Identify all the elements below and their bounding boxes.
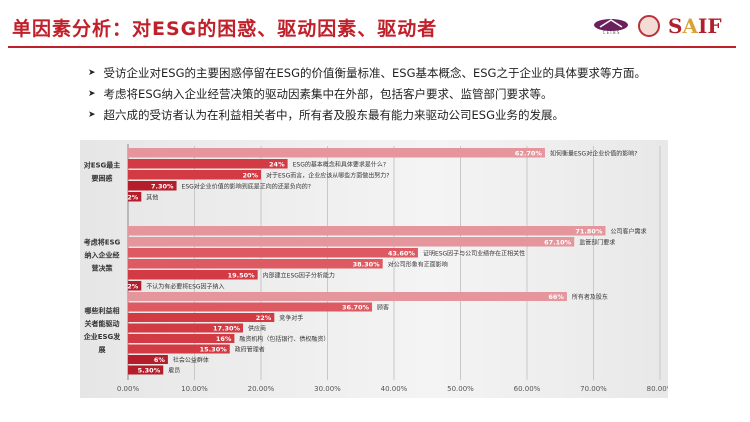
bar-category-label: 对公司形象有正面影响	[388, 261, 448, 269]
bar-value-label: 62.70%	[515, 150, 543, 158]
x-tick-label: 0.00%	[117, 385, 140, 393]
group-label: 哪些利益相	[85, 306, 120, 315]
bar-category-label: 不认为有必要将ESG因子纳入	[146, 283, 224, 291]
bar-value-label: 6%	[154, 356, 166, 364]
bar-chart: 0.00% 10.00% 20.00% 30.00% 40.00% 50.00% 60.00…	[83, 144, 674, 393]
arrow-bullet-icon: ➤	[88, 109, 96, 120]
bar	[128, 281, 142, 291]
bullet-text: 受访企业对ESG的主要困惑停留在ESG的价值衡量标准、ESG基本概念、ESG之于…	[103, 65, 646, 80]
x-tick-label: 30.00%	[314, 385, 341, 393]
bar-category-label: 其他	[146, 194, 158, 202]
ceibs-logo: C E I B S	[592, 17, 630, 35]
bar-category-label: 对于ESG而言，企业应该从哪些方面做出努力?	[266, 172, 389, 180]
bar-category-label: 融资机构（包括银行、债权融资）	[239, 335, 329, 343]
bar-category-label: 供应商	[248, 325, 266, 333]
bar-value-label: 36.70%	[342, 304, 370, 312]
bullet-item: ➤ 考虑将ESG纳入企业经营决策的驱动因素集中在外部，包括客户要求、监管部门要求等…	[88, 83, 646, 104]
bar-category-label: 监管部门要求	[579, 239, 615, 247]
bar-category-label: 社会公益群体	[173, 356, 209, 364]
bar	[128, 313, 275, 322]
group-label: 企业ESG发	[83, 332, 122, 341]
bar	[128, 355, 168, 364]
page-title: 单因素分析：对ESG的困惑、驱动因素、驱动者	[12, 18, 438, 40]
bar	[128, 365, 164, 375]
bar-category-label: 如何衡量ESG对企业价值的影响?	[550, 150, 637, 158]
bar	[128, 226, 606, 236]
x-tick-label: 80.00%	[647, 385, 668, 393]
group-label: 展	[98, 345, 107, 354]
bar-category-label: ESG的基本概念和具体要求是什么?	[293, 161, 386, 169]
group-label: 营决策	[92, 264, 114, 273]
bar-category-label: 顾客	[377, 304, 389, 312]
bar-value-label: 7.30%	[151, 183, 174, 191]
bar	[128, 159, 288, 169]
bar-category-label: 竞争对手	[279, 314, 303, 322]
bar-value-label: 71.80%	[575, 228, 603, 236]
bar	[128, 292, 567, 301]
bar	[128, 237, 575, 247]
chart-panel: 0.00% 10.00% 20.00% 30.00% 40.00% 50.00% 60.00…	[80, 140, 674, 398]
bar-value-label: 67.10%	[544, 239, 572, 247]
bar-value-label: 24%	[269, 161, 285, 169]
bar	[128, 334, 235, 343]
bar-value-label: 2%	[127, 283, 139, 291]
bar	[128, 270, 258, 280]
bar	[128, 148, 545, 158]
bar-category-label: 公司客户需求	[610, 228, 646, 236]
logo-group: C E I B S SAIF	[592, 14, 722, 38]
bar-value-label: 20%	[242, 172, 258, 180]
arrow-bullet-icon: ➤	[88, 67, 96, 78]
x-tick-label: 40.00%	[381, 385, 408, 393]
bar-value-label: 15.30%	[200, 346, 228, 354]
bar-value-label: 38.30%	[353, 261, 381, 269]
arrow-bullet-icon: ➤	[88, 88, 96, 99]
bar-category-label: 证明ESG因子与公司业绩存在正相关性	[423, 250, 525, 258]
bar-value-label: 5.30%	[138, 367, 161, 375]
bar	[128, 248, 418, 258]
bar-value-label: 43.60%	[388, 250, 416, 258]
bullet-item: ➤ 受访企业对ESG的主要困惑停留在ESG的价值衡量标准、ESG基本概念、ESG之…	[88, 62, 646, 83]
svg-text:C E I B S: C E I B S	[603, 30, 620, 35]
bar-value-label: 66%	[548, 293, 564, 301]
group-label: 对ESG最主	[84, 161, 121, 170]
bar-value-label: 2%	[127, 194, 139, 202]
saif-logo: SAIF	[668, 14, 722, 38]
bar	[128, 302, 373, 312]
group-label: 考虑将ESG	[84, 238, 121, 247]
bar	[128, 344, 230, 354]
bar-category-label: 政府管理者	[235, 346, 265, 354]
bar-category-label: ESG对企业价值的影响到底是正向的还是负向的?	[182, 183, 311, 191]
group-label: 关者能驱动	[85, 319, 120, 328]
bar	[128, 192, 142, 202]
bullet-text: 考虑将ESG纳入企业经营决策的驱动因素集中在外部，包括客户要求、监管部门要求等。	[103, 86, 553, 101]
bar	[128, 181, 177, 191]
group-label: 要困惑	[92, 174, 113, 183]
bar-category-label: 所有者及股东	[572, 293, 608, 301]
bullet-list: ➤ 受访企业对ESG的主要困惑停留在ESG的价值衡量标准、ESG基本概念、ESG之…	[88, 62, 646, 125]
x-tick-label: 20.00%	[248, 385, 275, 393]
x-tick-label: 60.00%	[514, 385, 541, 393]
bar-category-label: 内部建立ESG因子分析能力	[263, 272, 335, 280]
bar-value-label: 19.50%	[228, 272, 256, 280]
bullet-text: 超六成的受访者认为在利益相关者中，所有者及股东最有能力来驱动公司ESG业务的发展…	[103, 107, 565, 122]
bar-value-label: 16%	[216, 335, 232, 343]
group-label: 纳入企业经	[85, 251, 120, 260]
title-divider	[8, 46, 736, 48]
bar	[128, 170, 261, 180]
sjtu-seal-logo	[638, 15, 660, 37]
x-tick-label: 50.00%	[447, 385, 474, 393]
bullet-item: ➤ 超六成的受访者认为在利益相关者中，所有者及股东最有能力来驱动公司ESG业务的发…	[88, 104, 646, 125]
bar-category-label: 雇员	[168, 367, 180, 375]
bar	[128, 259, 383, 269]
bar-value-label: 22%	[256, 314, 272, 322]
bar-value-label: 17.30%	[213, 325, 241, 333]
bar	[128, 323, 244, 333]
x-tick-label: 70.00%	[580, 385, 607, 393]
x-tick-label: 10.00%	[181, 385, 208, 393]
